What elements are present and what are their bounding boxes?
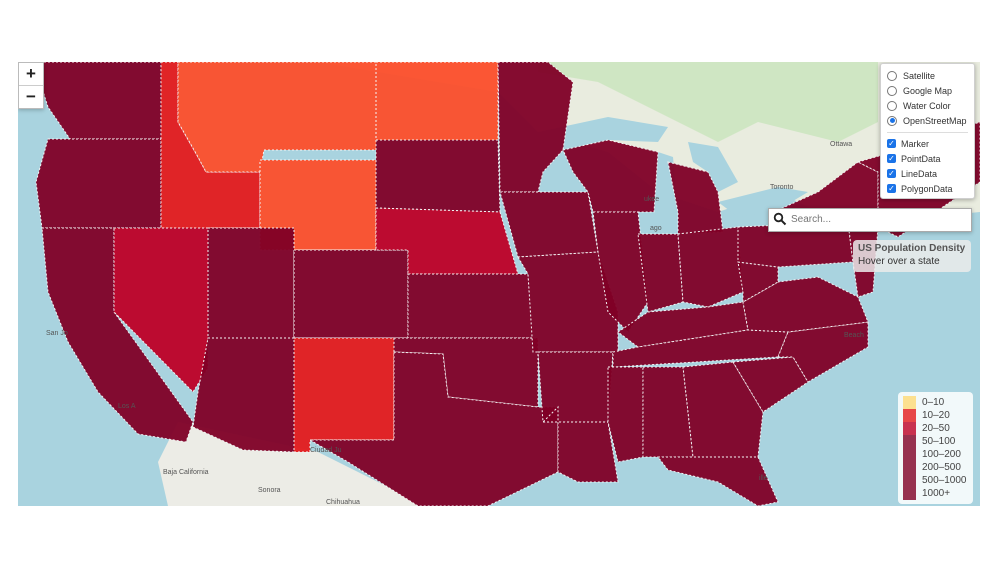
- radio-icon[interactable]: [887, 85, 897, 96]
- legend-swatch: [903, 474, 916, 487]
- checkbox-icon[interactable]: ✓: [887, 184, 896, 193]
- lake-huron: [688, 142, 738, 192]
- zoom-in-button[interactable]: +: [26, 64, 36, 83]
- label-ciudad-juarez: Ciudad Ju: [310, 447, 342, 454]
- base-layer-openstreetmap[interactable]: OpenStreetMap: [887, 114, 967, 127]
- label-ille: ille: [759, 475, 768, 482]
- legend-label: 50–100: [922, 436, 956, 447]
- legend-swatch: [903, 435, 916, 448]
- overlay-marker[interactable]: ✓ Marker: [887, 137, 929, 150]
- legend-item: 50–100: [903, 435, 968, 448]
- layer-control: Satellite Google Map Water Color OpenStr…: [880, 63, 975, 199]
- label-ago: ago: [650, 225, 662, 232]
- info-title: US Population Density: [858, 243, 966, 254]
- base-layer-label: Google Map: [903, 85, 953, 96]
- label-los-angeles: Los A: [118, 403, 136, 410]
- label-san-jose: San Jo: [46, 330, 68, 337]
- overlay-polygondata[interactable]: ✓ PolygonData: [887, 182, 953, 195]
- legend-item: 500–1000: [903, 474, 968, 487]
- layer-divider: [887, 132, 968, 133]
- zoom-control: + −: [18, 62, 44, 109]
- checkbox-icon[interactable]: ✓: [887, 154, 896, 163]
- radio-icon[interactable]: [887, 115, 897, 126]
- label-sonora: Sonora: [258, 487, 281, 494]
- legend-label: 20–50: [922, 423, 950, 434]
- label-toronto: Toronto: [770, 184, 793, 191]
- state-florida[interactable]: [656, 456, 779, 506]
- base-layer-google-map[interactable]: Google Map: [887, 84, 952, 97]
- legend-label: 10–20: [922, 410, 950, 421]
- state-kansas[interactable]: [407, 273, 534, 339]
- state-colorado[interactable]: [293, 249, 409, 339]
- legend-item: 100–200: [903, 448, 968, 461]
- legend-swatch: [903, 461, 916, 474]
- overlay-label: Marker: [901, 138, 930, 149]
- state-oregon[interactable]: [35, 138, 162, 229]
- label-ukee: ukee: [644, 196, 659, 203]
- label-chihuahua: Chihuahua: [326, 499, 360, 506]
- legend-swatch: [903, 396, 916, 409]
- base-layer-satellite[interactable]: Satellite: [887, 69, 935, 82]
- checkbox-icon[interactable]: ✓: [887, 139, 896, 148]
- info-hint: Hover over a state: [858, 256, 940, 267]
- overlay-pointdata[interactable]: ✓ PointData: [887, 152, 941, 165]
- state-north-carolina[interactable]: [777, 321, 869, 383]
- legend-item: 20–50: [903, 422, 968, 435]
- base-layer-label: Water Color: [903, 100, 951, 111]
- radio-icon[interactable]: [887, 70, 897, 81]
- state-nebraska[interactable]: [375, 207, 519, 275]
- overlay-label: PolygonData: [901, 183, 953, 194]
- legend-item: 1000+: [903, 487, 968, 500]
- legend-label: 200–500: [922, 462, 961, 473]
- lake-erie-ontario: [718, 187, 808, 217]
- state-pennsylvania[interactable]: [737, 221, 854, 268]
- base-layer-label: Satellite: [903, 70, 936, 81]
- legend-label: 100–200: [922, 449, 961, 460]
- label-baja: Baja California: [163, 469, 209, 476]
- state-north-dakota[interactable]: [375, 62, 499, 141]
- state-georgia[interactable]: [682, 361, 764, 458]
- state-ohio[interactable]: [677, 226, 744, 308]
- legend-swatch: [903, 487, 916, 500]
- green-area: [538, 62, 878, 142]
- legend-item: 10–20: [903, 409, 968, 422]
- overlay-label: PointData: [901, 153, 941, 164]
- legend-item: 0–10: [903, 396, 968, 409]
- state-utah[interactable]: [207, 227, 295, 339]
- base-layer-water-color[interactable]: Water Color: [887, 99, 951, 112]
- state-mississippi[interactable]: [607, 366, 644, 463]
- legend-item: 200–500: [903, 461, 968, 474]
- search-icon[interactable]: [773, 212, 787, 231]
- state-michigan[interactable]: [667, 161, 724, 235]
- overlay-linedata[interactable]: ✓ LineData: [887, 167, 937, 180]
- map-container[interactable]: Ottawa Toronto San Jo Los A Ciudad Ju Ba…: [18, 62, 980, 506]
- state-illinois[interactable]: [592, 211, 649, 333]
- legend-swatch: [903, 422, 916, 435]
- search-box: [768, 208, 972, 232]
- map-base-layer[interactable]: Ottawa Toronto San Jo Los A Ciudad Ju Ba…: [18, 62, 980, 506]
- info-panel: US Population Density Hover over a state: [853, 240, 971, 272]
- state-new-mexico[interactable]: [293, 337, 395, 453]
- state-south-dakota[interactable]: [375, 139, 501, 213]
- lake-superior: [538, 117, 668, 150]
- legend-swatch: [903, 409, 916, 422]
- legend-label: 500–1000: [922, 475, 967, 486]
- legend-swatch: [903, 448, 916, 461]
- search-input[interactable]: [791, 211, 961, 227]
- mexico-land: [158, 422, 418, 506]
- legend: 0–10 10–20 20–50 50–100 100–200 200–500 …: [898, 392, 973, 504]
- radio-icon[interactable]: [887, 100, 897, 111]
- label-ottawa: Ottawa: [830, 141, 852, 148]
- state-kentucky[interactable]: [617, 301, 749, 348]
- overlay-label: LineData: [901, 168, 938, 179]
- base-layer-label: OpenStreetMap: [903, 115, 967, 126]
- state-virginia[interactable]: [742, 276, 869, 333]
- legend-label: 1000+: [922, 488, 951, 499]
- checkbox-icon[interactable]: ✓: [887, 169, 896, 178]
- zoom-out-button[interactable]: −: [19, 85, 43, 108]
- state-arkansas[interactable]: [537, 351, 614, 423]
- legend-label: 0–10: [922, 397, 945, 408]
- state-texas[interactable]: [308, 351, 559, 506]
- label-beach: Beach: [844, 332, 864, 339]
